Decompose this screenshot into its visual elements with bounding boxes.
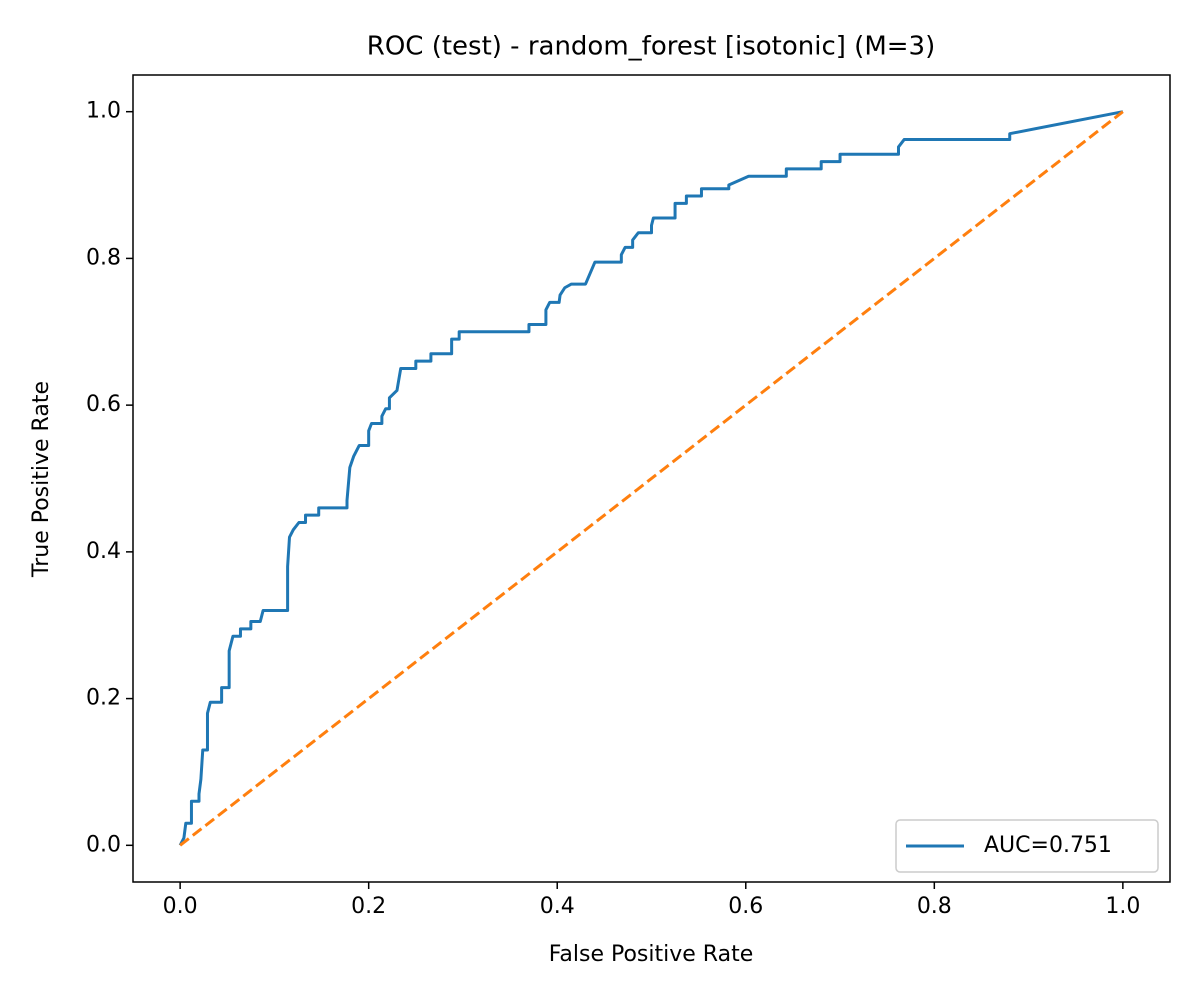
y-axis-label: True Positive Rate [29,381,54,578]
x-axis-label: False Positive Rate [549,942,753,967]
y-tick-label: 0.0 [86,832,121,857]
line-series [178,110,1124,847]
y-tick-label: 1.0 [86,99,121,124]
y-tick-label: 0.2 [86,686,121,711]
plot-frame [132,74,1171,883]
chart-title: ROC (test) - random_forest [isotonic] (M… [367,32,935,62]
legend-box [895,819,1159,873]
x-tick-label: 0.6 [728,894,763,919]
x-tick-label: 0.4 [540,894,575,919]
x-tick-label: 0.8 [917,894,952,919]
x-tick-label: 0.0 [163,894,198,919]
y-tick-label: 0.6 [86,392,121,417]
y-tick-label: 0.8 [86,245,121,270]
line-series [179,110,1124,847]
legend-label: AUC=0.751 [984,833,1112,858]
y-tick-label: 0.4 [86,539,121,564]
x-tick-label: 0.2 [351,894,386,919]
x-tick-label: 1.0 [1105,894,1140,919]
